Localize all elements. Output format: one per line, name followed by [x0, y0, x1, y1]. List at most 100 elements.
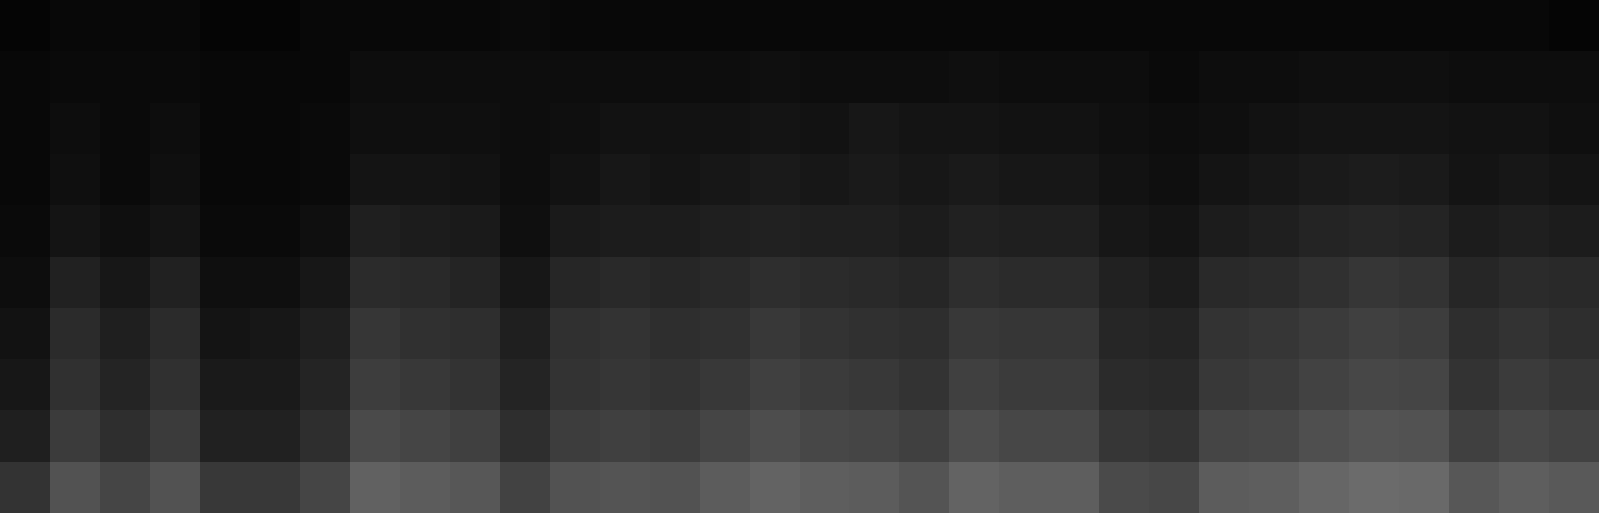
- cell: [1049, 410, 1099, 462]
- cell: [1449, 308, 1499, 359]
- cell: [150, 359, 200, 410]
- cell: [1099, 154, 1149, 205]
- cell: [350, 51, 400, 103]
- cell: [200, 359, 250, 410]
- cell: [350, 205, 400, 257]
- cell: [899, 0, 949, 51]
- cell: [1099, 462, 1149, 513]
- cell: [400, 308, 450, 359]
- cell: [300, 0, 350, 51]
- cell: [350, 462, 400, 513]
- cell: [350, 359, 400, 410]
- cell: [1199, 0, 1249, 51]
- cell: [0, 308, 50, 359]
- spectrogram: [0, 0, 1599, 513]
- cell: [800, 308, 849, 359]
- cell: [700, 103, 750, 154]
- cell: [1449, 205, 1499, 257]
- cell: [600, 257, 650, 308]
- cell: [0, 103, 50, 154]
- cell: [600, 154, 650, 205]
- cell: [600, 0, 650, 51]
- cell: [250, 462, 300, 513]
- cell: [849, 410, 899, 462]
- cell: [50, 154, 100, 205]
- cell: [1249, 359, 1299, 410]
- cell: [1299, 308, 1349, 359]
- cell: [100, 154, 150, 205]
- cell: [1149, 257, 1199, 308]
- cell: [700, 308, 750, 359]
- cell: [1049, 462, 1099, 513]
- cell: [450, 257, 500, 308]
- cell: [400, 154, 450, 205]
- cell: [800, 51, 849, 103]
- cell: [1199, 410, 1249, 462]
- cell: [500, 154, 550, 205]
- cell: [1249, 51, 1299, 103]
- cell: [450, 103, 500, 154]
- cell: [700, 0, 750, 51]
- cell: [600, 205, 650, 257]
- cell: [500, 205, 550, 257]
- cell: [1499, 410, 1549, 462]
- cell: [949, 257, 999, 308]
- cell: [1199, 51, 1249, 103]
- cell: [1499, 462, 1549, 513]
- cell: [650, 103, 700, 154]
- cell: [1349, 0, 1399, 51]
- cell: [1449, 462, 1499, 513]
- cell: [150, 51, 200, 103]
- cell: [1349, 205, 1399, 257]
- cell: [999, 308, 1049, 359]
- cell: [1349, 103, 1399, 154]
- cell: [949, 103, 999, 154]
- cell: [250, 0, 300, 51]
- cell: [650, 359, 700, 410]
- cell: [1049, 257, 1099, 308]
- cell: [999, 154, 1049, 205]
- cell: [450, 154, 500, 205]
- cell: [750, 154, 800, 205]
- cell: [550, 205, 600, 257]
- cell: [1099, 51, 1149, 103]
- cell: [1099, 103, 1149, 154]
- cell: [200, 51, 250, 103]
- cell: [1199, 205, 1249, 257]
- cell: [1499, 359, 1549, 410]
- cell: [450, 205, 500, 257]
- cell: [500, 462, 550, 513]
- cell: [0, 51, 50, 103]
- cell: [1149, 205, 1199, 257]
- cell: [550, 51, 600, 103]
- cell: [50, 0, 100, 51]
- cell: [500, 257, 550, 308]
- cell: [1249, 0, 1299, 51]
- cell: [200, 103, 250, 154]
- cell: [700, 410, 750, 462]
- cell: [750, 462, 800, 513]
- cell: [200, 462, 250, 513]
- cell: [999, 205, 1049, 257]
- cell: [500, 0, 550, 51]
- cell: [899, 103, 949, 154]
- cell: [300, 154, 350, 205]
- cell: [1349, 308, 1399, 359]
- cell: [800, 0, 849, 51]
- cell: [250, 359, 300, 410]
- cell: [1499, 205, 1549, 257]
- cell: [1149, 308, 1199, 359]
- cell: [750, 0, 800, 51]
- cell: [1449, 154, 1499, 205]
- cell: [1049, 0, 1099, 51]
- cell: [150, 257, 200, 308]
- cell: [949, 0, 999, 51]
- cell: [200, 154, 250, 205]
- cell: [200, 257, 250, 308]
- cell: [899, 359, 949, 410]
- cell: [1499, 308, 1549, 359]
- cell: [300, 308, 350, 359]
- cell: [100, 103, 150, 154]
- cell: [1449, 410, 1499, 462]
- cell: [600, 51, 650, 103]
